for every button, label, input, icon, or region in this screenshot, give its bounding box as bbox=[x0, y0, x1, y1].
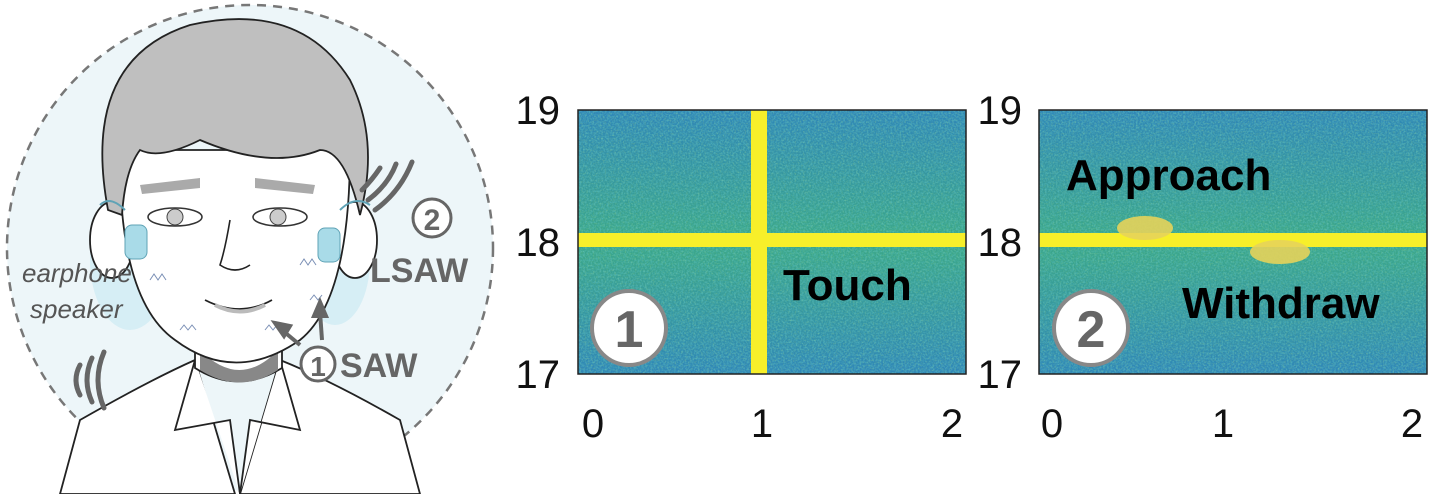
sound-wave-icon-bottom bbox=[73, 349, 107, 411]
right-eyebrow bbox=[255, 178, 315, 194]
x-tick-1-b: 1 bbox=[1212, 402, 1234, 446]
nose bbox=[219, 219, 251, 271]
y-tick-18: 18 bbox=[516, 221, 561, 265]
earphone-left bbox=[99, 200, 148, 260]
spectrogram-panel-2: 19 18 17 0 1 2 Approach Withdraw 2 bbox=[978, 89, 1428, 446]
panel-badge-2-circle bbox=[1052, 289, 1130, 367]
lip-shadow bbox=[214, 303, 266, 314]
withdraw-blob bbox=[1250, 240, 1310, 264]
x-tick-2-b: 2 bbox=[1401, 402, 1423, 446]
speaker-label-line2: speaker bbox=[30, 294, 124, 324]
neck-shadow bbox=[200, 350, 278, 383]
saw-arrows bbox=[270, 296, 330, 347]
mouth bbox=[204, 299, 273, 310]
shirt bbox=[59, 358, 421, 494]
sound-wave-icon-right bbox=[359, 159, 415, 213]
face bbox=[119, 149, 351, 364]
spectrogram-plot-2 bbox=[1038, 109, 1428, 375]
x-tick-0: 0 bbox=[582, 402, 604, 446]
x-tick-1: 1 bbox=[751, 402, 773, 446]
touch-label: Touch bbox=[783, 261, 912, 310]
withdraw-label: Withdraw bbox=[1182, 279, 1380, 328]
hair bbox=[101, 18, 369, 217]
spectrogram-panel-1: 19 18 17 0 1 2 Touch 1 bbox=[516, 89, 967, 446]
x-tick-0-b: 0 bbox=[1041, 402, 1063, 446]
touch-vertical-band bbox=[751, 110, 767, 374]
approach-blob bbox=[1117, 216, 1173, 240]
panel-badge-1: 1 bbox=[615, 301, 644, 359]
panel-badge-1-circle bbox=[590, 289, 668, 367]
y-tick-17-b: 17 bbox=[978, 353, 1023, 397]
y-tick-19: 19 bbox=[516, 89, 561, 133]
spectrogram-plot-1 bbox=[577, 109, 967, 375]
left-eyebrow bbox=[140, 178, 200, 194]
x-tick-2: 2 bbox=[941, 402, 963, 446]
lsaw-num: 2 bbox=[424, 204, 441, 237]
earphone-right bbox=[317, 200, 371, 263]
horizontal-band bbox=[578, 233, 966, 247]
saw-num-circle bbox=[299, 345, 337, 383]
y-tick-19-b: 19 bbox=[978, 89, 1023, 133]
speaker-label-line1: earphone bbox=[22, 258, 132, 288]
right-pupil bbox=[269, 208, 287, 226]
saw-num: 1 bbox=[310, 351, 326, 382]
lsaw-num-circle bbox=[411, 197, 453, 239]
y-tick-17: 17 bbox=[516, 353, 561, 397]
approach-label: Approach bbox=[1066, 151, 1271, 200]
saw-label: SAW bbox=[340, 347, 418, 385]
left-pupil bbox=[166, 208, 184, 226]
y-tick-18-b: 18 bbox=[978, 221, 1023, 265]
lsaw-label: LSAW bbox=[370, 252, 469, 290]
horizontal-band-2 bbox=[1039, 233, 1427, 247]
panel-badge-2: 2 bbox=[1077, 301, 1106, 359]
face-illustration: earphone speaker 1 SAW 2 LSAW bbox=[5, 3, 495, 494]
